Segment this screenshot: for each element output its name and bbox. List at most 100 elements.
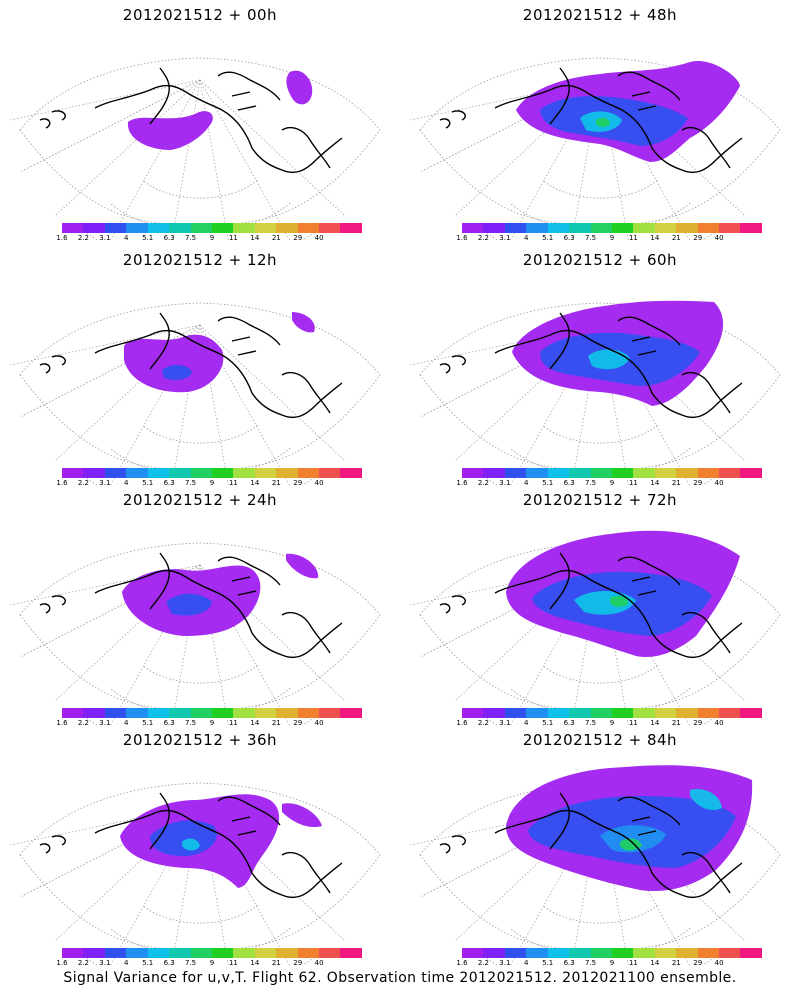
legend-swatch bbox=[590, 948, 612, 958]
legend-swatch bbox=[126, 468, 148, 478]
legend-tick-label: 6.3 bbox=[563, 959, 575, 967]
legend-tick-label: 1.6 bbox=[456, 479, 468, 487]
legend-tick-label: 29 bbox=[293, 234, 303, 242]
map-panel: 2012021512 + 84h 1.6 2.2 3.1 4 5.1 6.3 7.5 9 11 14… bbox=[400, 725, 800, 967]
grid-meridian bbox=[9, 79, 201, 121]
figure-caption: Signal Variance for u,v,T. Flight 62. Ob… bbox=[63, 970, 737, 986]
grid-meridian bbox=[9, 324, 201, 366]
color-legend: 1.6 2.2 3.1 4 5.1 6.3 7.5 9 11 14 21 29 40 bbox=[56, 948, 362, 967]
legend-swatch bbox=[676, 468, 698, 478]
legend-swatch bbox=[83, 948, 105, 958]
map-panel: 2012021512 + 60h 1.6 2.2 3.1 4 5.1 6.3 7.5 9 11 14… bbox=[400, 245, 800, 487]
grid-meridian bbox=[110, 79, 201, 240]
legend-swatch bbox=[676, 708, 698, 718]
map-plot bbox=[409, 300, 781, 485]
grid-meridian bbox=[199, 79, 290, 240]
legend-tick-label: 40 bbox=[714, 479, 724, 487]
coastline bbox=[681, 126, 731, 169]
map-panel: 2012021512 + 24h 1.6 2.2 3.1 4 5.1 6.3 7.5 9 11 14… bbox=[0, 485, 400, 727]
grid-arc bbox=[509, 447, 691, 477]
legend-swatch bbox=[211, 708, 234, 718]
legend-labels: 1.6 2.2 3.1 4 5.1 6.3 7.5 9 11 14 21 29 40 bbox=[456, 479, 762, 489]
legend-tick-label: 40 bbox=[314, 719, 324, 727]
legend-tick-label: 3.1 bbox=[99, 719, 111, 727]
legend-tick-label: 2.2 bbox=[477, 719, 489, 727]
legend-swatch bbox=[526, 948, 548, 958]
grid-arc bbox=[509, 202, 691, 232]
legend-tick-label: 14 bbox=[650, 719, 660, 727]
legend-tick-label: 3.1 bbox=[99, 234, 111, 242]
coastline bbox=[494, 84, 743, 174]
legend-swatch bbox=[297, 708, 320, 718]
panel-title: 2012021512 + 48h bbox=[522, 6, 678, 24]
legend-tick-label: 2.2 bbox=[477, 959, 489, 967]
legend-swatch bbox=[319, 948, 341, 958]
legend-tick-label: 40 bbox=[714, 234, 724, 242]
legend-labels: 1.6 2.2 3.1 4 5.1 6.3 7.5 9 11 14 21 29 40 bbox=[456, 719, 762, 729]
map-frame bbox=[19, 57, 381, 227]
legend-bar bbox=[462, 468, 762, 478]
legend-tick-label: 14 bbox=[250, 719, 260, 727]
legend-swatch bbox=[676, 948, 698, 958]
legend-swatch bbox=[254, 223, 277, 233]
legend-tick-label: 11 bbox=[228, 959, 238, 967]
legend-tick-label: 14 bbox=[650, 234, 660, 242]
grid-arc bbox=[109, 927, 291, 957]
map-plot bbox=[9, 542, 381, 725]
legend-swatch bbox=[504, 468, 527, 478]
color-legend: 1.6 2.2 3.1 4 5.1 6.3 7.5 9 11 14 21 29 40 bbox=[456, 223, 762, 242]
variance-contour bbox=[162, 364, 192, 380]
legend-swatch bbox=[740, 708, 762, 718]
legend-tick-label: 21 bbox=[671, 479, 681, 487]
coastline bbox=[494, 569, 743, 659]
legend-swatch bbox=[697, 948, 720, 958]
legend-swatch bbox=[233, 223, 255, 233]
legend-swatch bbox=[211, 468, 234, 478]
legend-tick-label: 5.1 bbox=[542, 719, 554, 727]
coastline bbox=[681, 611, 731, 654]
coastline bbox=[217, 796, 281, 836]
legend-tick-label: 2.2 bbox=[77, 479, 89, 487]
grid-arc bbox=[109, 447, 291, 477]
coastline bbox=[94, 329, 343, 419]
legend-tick-label: 2.2 bbox=[77, 234, 89, 242]
legend-tick-label: 14 bbox=[250, 234, 260, 242]
legend-tick-label: 7.5 bbox=[184, 234, 197, 242]
legend-bar bbox=[62, 708, 362, 718]
legend-swatch bbox=[697, 708, 720, 718]
legend-tick-label: 3.1 bbox=[499, 479, 511, 487]
color-legend: 1.6 2.2 3.1 4 5.1 6.3 7.5 9 11 14 21 29 40 bbox=[56, 223, 362, 242]
coastline bbox=[281, 371, 331, 414]
legend-swatch bbox=[676, 223, 698, 233]
grid-arc bbox=[142, 179, 258, 199]
legend-swatch bbox=[211, 948, 234, 958]
legend-swatch bbox=[233, 708, 255, 718]
legend-tick-label: 40 bbox=[314, 479, 324, 487]
grid-arc bbox=[109, 202, 291, 232]
legend-tick-label: 40 bbox=[314, 234, 324, 242]
legend-swatch bbox=[190, 708, 212, 718]
coastline bbox=[439, 835, 466, 854]
panel-title: 2012021512 + 84h bbox=[522, 731, 678, 749]
legend-swatch bbox=[697, 468, 720, 478]
legend-tick-label: 4 bbox=[524, 959, 529, 967]
panel-title: 2012021512 + 00h bbox=[122, 6, 278, 24]
legend-tick-label: 4 bbox=[124, 719, 129, 727]
legend-tick-label: 7.5 bbox=[184, 479, 197, 487]
legend-swatch bbox=[569, 468, 591, 478]
legend-swatch bbox=[697, 223, 720, 233]
legend-tick-label: 40 bbox=[314, 959, 324, 967]
legend-swatch bbox=[483, 223, 505, 233]
legend-tick-label: 9 bbox=[209, 234, 215, 242]
legend-swatch bbox=[169, 468, 191, 478]
coastline bbox=[549, 312, 570, 370]
legend-tick-label: 6.3 bbox=[163, 479, 175, 487]
legend-tick-label: 3.1 bbox=[499, 959, 511, 967]
map-plot bbox=[9, 302, 381, 485]
legend-tick-label: 6.3 bbox=[563, 719, 575, 727]
legend-swatch bbox=[319, 468, 341, 478]
legend-swatch bbox=[297, 223, 320, 233]
legend-swatch bbox=[654, 223, 677, 233]
variance-contour bbox=[610, 596, 628, 607]
legend-swatch bbox=[147, 708, 170, 718]
